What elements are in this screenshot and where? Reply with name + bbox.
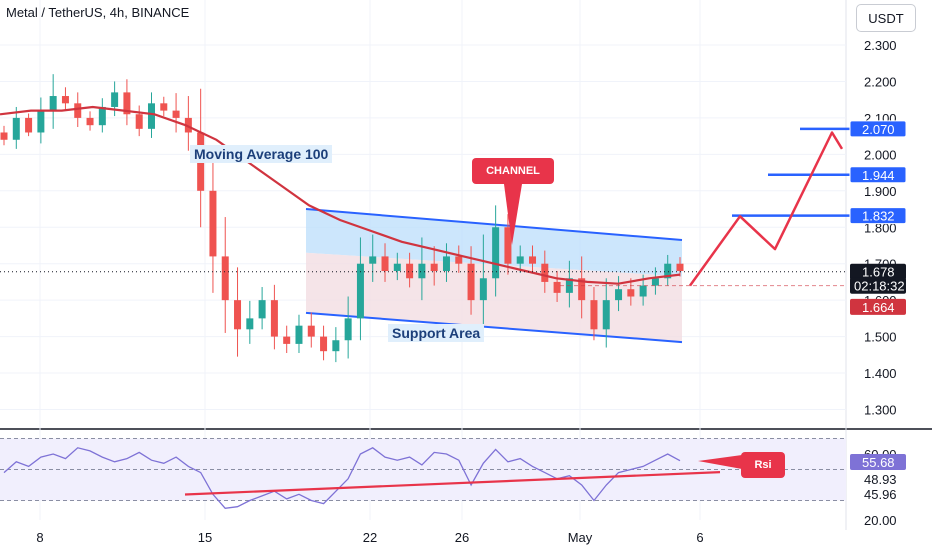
candle-body (295, 325, 303, 344)
target-price-badge (849, 166, 907, 184)
rsi-callout: Rsi (741, 452, 785, 478)
support-area-label: Support Area (388, 324, 485, 342)
target-price-label: 1.944 (862, 168, 895, 183)
candle-body (455, 256, 463, 264)
y-tick-label: 2.200 (864, 74, 897, 89)
currency-button[interactable]: USDT (856, 4, 916, 32)
candle-body (0, 132, 8, 140)
target-price-badge (849, 207, 907, 225)
x-tick-label: 6 (696, 530, 703, 545)
candle-body (147, 103, 155, 129)
rsi-y-tick-label: 20.00 (864, 513, 897, 528)
candle-body (639, 285, 647, 297)
candle-body (590, 300, 598, 330)
rsi-trendline (184, 471, 721, 496)
channel-lower-line (305, 311, 683, 344)
candle-body (504, 227, 512, 264)
candle-body (209, 190, 217, 257)
candle-body (615, 289, 623, 301)
candle-body (553, 281, 561, 293)
candle-body (111, 92, 119, 107)
candle-body (258, 300, 266, 319)
channel-upper-line (305, 208, 683, 242)
y-tick-label: 2.300 (864, 38, 897, 53)
candle-body (234, 300, 242, 330)
candle-body (529, 256, 537, 264)
candle-body (74, 103, 82, 118)
candle-body (406, 263, 414, 279)
candle-body (221, 256, 229, 301)
ma-price-badge (850, 298, 906, 315)
candle-body (270, 300, 278, 337)
rsi-value-label: 55.68 (862, 455, 895, 470)
candle-body (602, 300, 610, 330)
candle-body (578, 278, 586, 301)
candle-body (479, 278, 487, 301)
timer-price-badge (850, 277, 906, 294)
candle-body (61, 96, 69, 104)
candle-body (418, 263, 426, 279)
candle-body (381, 256, 389, 271)
candle-body (651, 278, 659, 286)
y-tick-label: 1.300 (864, 403, 897, 418)
projection-arrow (688, 131, 844, 287)
candle-body (516, 256, 524, 264)
x-tick-label: May (568, 530, 593, 545)
timer-price-label: 02:18:32 (854, 279, 905, 294)
candle-body (442, 256, 450, 271)
candle-body (492, 227, 500, 279)
channel-callout: CHANNEL (472, 158, 554, 184)
target-price-label: 1.832 (862, 209, 895, 224)
candle-body (664, 263, 672, 279)
candle-body (320, 336, 328, 352)
y-tick-label: 1.500 (864, 330, 897, 345)
candle-body (37, 110, 45, 133)
moving-average-label: Moving Average 100 (190, 145, 333, 163)
candle-body (307, 325, 315, 337)
target-price-badge (849, 120, 907, 138)
candle-body (12, 117, 20, 140)
ma-price-label: 1.664 (862, 300, 895, 315)
x-tick-label: 15 (198, 530, 212, 545)
rsi-value-badge (850, 454, 906, 470)
candle-body (627, 289, 635, 297)
x-tick-label: 22 (363, 530, 377, 545)
candle-body (344, 318, 352, 341)
candle-body (283, 336, 291, 344)
rsi-callout-pointer (698, 455, 742, 469)
last-price-badge (850, 263, 906, 280)
candle-body (86, 117, 94, 126)
rsi-y-tick-label: 48.93 (864, 472, 897, 487)
candle-body (393, 263, 401, 271)
chart-title: Metal / TetherUS, 4h, BINANCE (6, 5, 190, 20)
candle-body (430, 263, 438, 271)
candle-body (369, 256, 377, 264)
candle-body (98, 106, 106, 126)
candle-body (135, 114, 143, 129)
target-price-label: 2.070 (862, 122, 895, 137)
y-tick-label: 1.900 (864, 184, 897, 199)
candle-body (332, 340, 340, 352)
rsi-line (3, 447, 681, 509)
candle-body (25, 117, 33, 133)
last-price-label: 1.678 (862, 265, 895, 280)
candle-body (356, 263, 364, 319)
candle-body (246, 318, 254, 330)
y-tick-label: 2.000 (864, 147, 897, 162)
moving-average-line (0, 105, 681, 285)
x-tick-label: 26 (455, 530, 469, 545)
candle-body (184, 117, 192, 133)
candle-body (123, 92, 131, 115)
channel-callout-pointer (504, 184, 522, 245)
x-tick-label: 8 (36, 530, 43, 545)
candle-body (160, 103, 168, 111)
candle-body (467, 263, 475, 301)
rsi-y-tick-label: 45.96 (864, 487, 897, 502)
candle-body (49, 96, 57, 111)
y-tick-label: 1.400 (864, 366, 897, 381)
candle-body (676, 263, 684, 271)
candle-body (172, 110, 180, 118)
candle-body (541, 263, 549, 282)
